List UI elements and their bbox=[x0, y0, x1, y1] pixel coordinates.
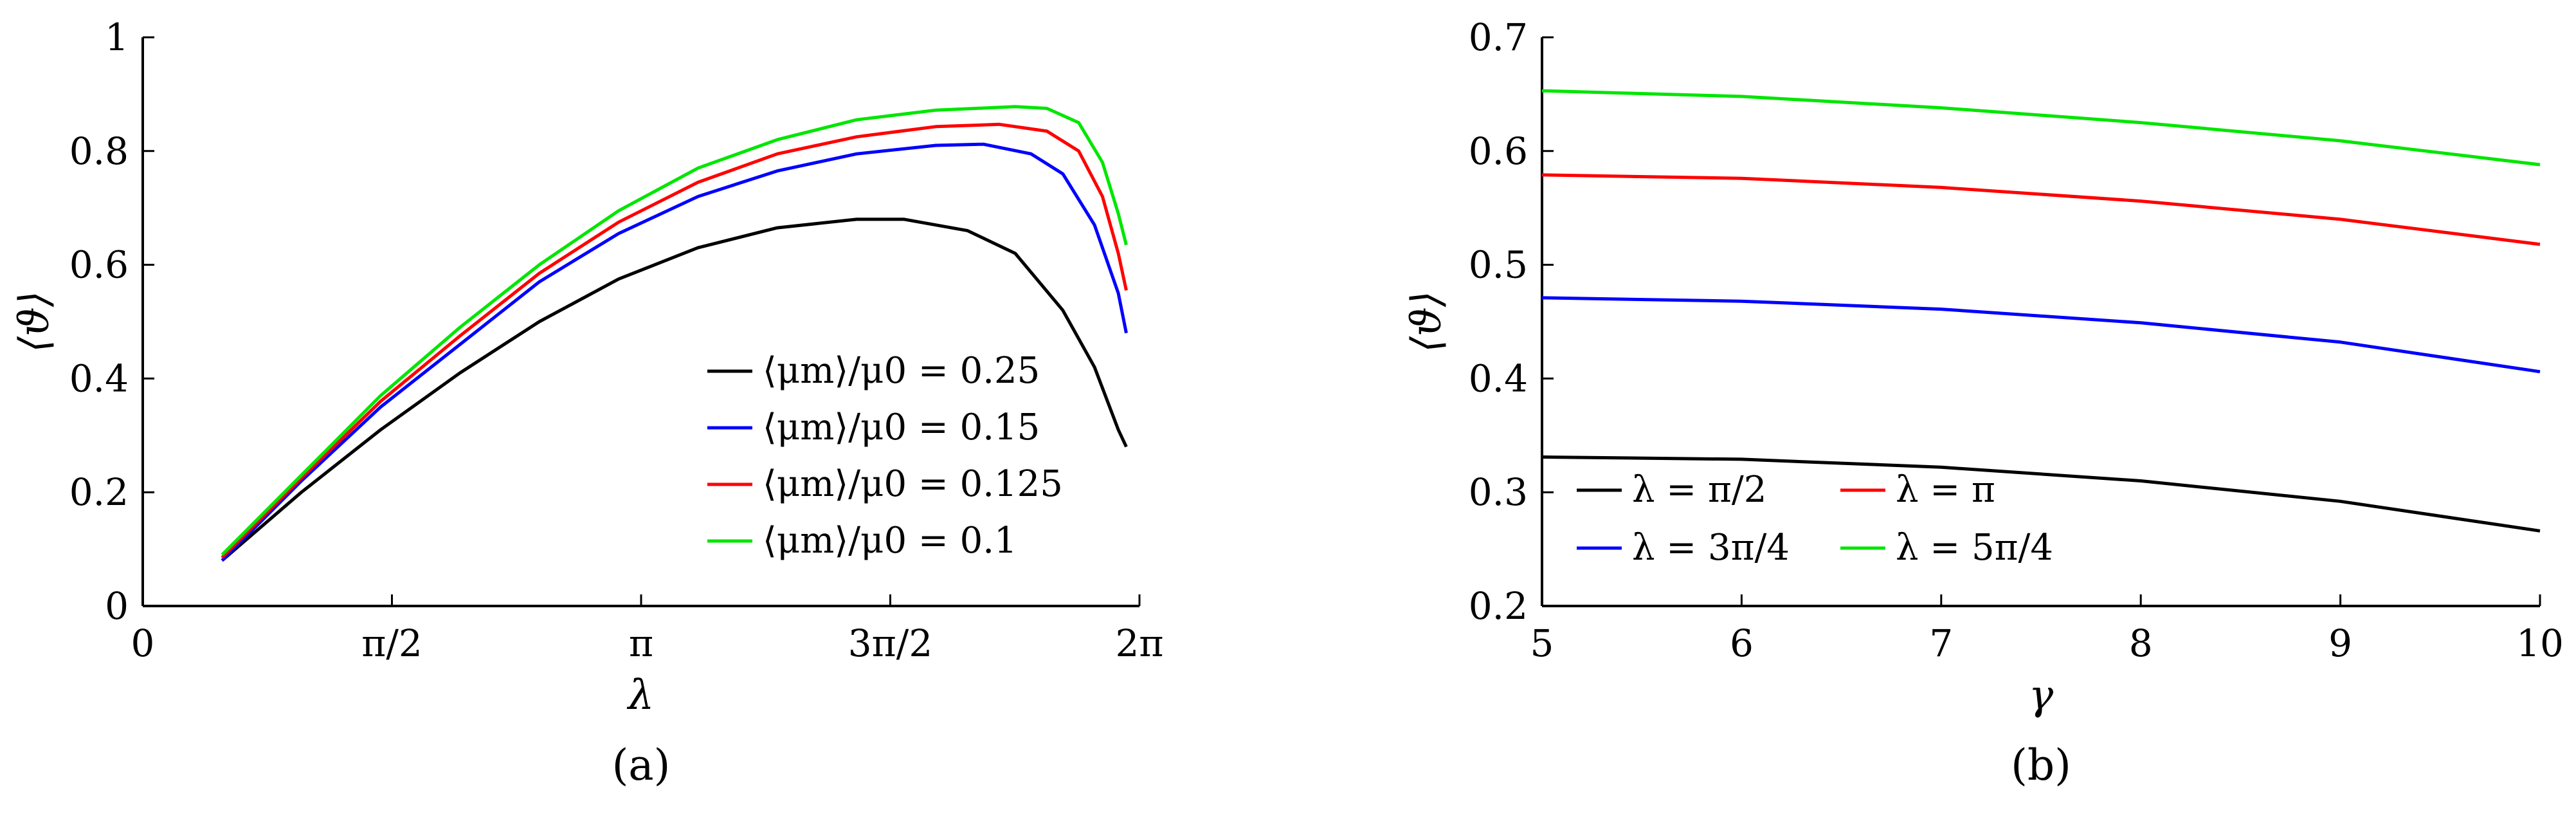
x-tick-label: π/2 bbox=[361, 621, 422, 665]
y-tick-label: 0 bbox=[105, 584, 129, 628]
y-tick-label: 0.6 bbox=[69, 243, 129, 287]
y-axis-label: ⟨ϑ⟩ bbox=[11, 291, 59, 353]
series-line-2 bbox=[1541, 296, 2541, 374]
y-tick-label: 0.3 bbox=[1469, 470, 1528, 514]
x-tick-label: 7 bbox=[1929, 621, 1953, 665]
legend-label-2: λ = 3π/4 bbox=[1632, 527, 1790, 569]
series-line-2 bbox=[221, 142, 1128, 562]
legend-label-4: ⟨μm⟩/μ0 = 0.1 bbox=[763, 520, 1017, 562]
legend-label-3: ⟨μm⟩/μ0 = 0.125 bbox=[763, 463, 1063, 505]
y-tick-label: 0.6 bbox=[1469, 129, 1528, 173]
series-line-4 bbox=[221, 105, 1128, 556]
legend-label-2: ⟨μm⟩/μ0 = 0.15 bbox=[763, 407, 1040, 448]
x-tick-label: 3π/2 bbox=[848, 621, 932, 665]
y-tick-label: 0.7 bbox=[1469, 15, 1528, 59]
y-tick-label: 0.8 bbox=[69, 129, 129, 173]
series-line-1 bbox=[1541, 455, 2541, 533]
series-line-3 bbox=[221, 122, 1128, 559]
panel-label: (b) bbox=[2011, 740, 2071, 790]
series-line-4 bbox=[1541, 89, 2541, 167]
y-tick-label: 1 bbox=[105, 15, 129, 59]
legend-label-3: λ = π bbox=[1896, 469, 1995, 511]
x-tick-label: 9 bbox=[2328, 621, 2352, 665]
legend-label-1: ⟨μm⟩/μ0 = 0.25 bbox=[763, 350, 1040, 392]
x-tick-label: 5 bbox=[1530, 621, 1554, 665]
panel-label: (a) bbox=[612, 740, 671, 790]
series-line-1 bbox=[221, 217, 1128, 562]
y-axis-label: ⟨ϑ⟩ bbox=[1403, 291, 1451, 353]
y-tick-label: 0.2 bbox=[1469, 584, 1528, 628]
x-tick-label: π bbox=[629, 621, 653, 665]
legend-label-1: λ = π/2 bbox=[1632, 469, 1766, 511]
x-tick-label: 6 bbox=[1730, 621, 1754, 665]
x-tick-label: 8 bbox=[2129, 621, 2153, 665]
x-tick-label: 0 bbox=[131, 621, 155, 665]
series-line-3 bbox=[1541, 173, 2541, 246]
x-tick-label: 10 bbox=[2516, 621, 2564, 665]
y-tick-label: 0.4 bbox=[1469, 356, 1528, 400]
y-tick-label: 0.4 bbox=[69, 356, 129, 400]
legend-label-4: λ = 5π/4 bbox=[1896, 527, 2053, 569]
x-axis-label: λ bbox=[626, 672, 655, 719]
x-axis-label: γ bbox=[2029, 672, 2054, 719]
y-tick-label: 0.2 bbox=[69, 470, 129, 514]
x-tick-label: 2π bbox=[1115, 621, 1163, 665]
y-tick-label: 0.5 bbox=[1469, 243, 1528, 287]
